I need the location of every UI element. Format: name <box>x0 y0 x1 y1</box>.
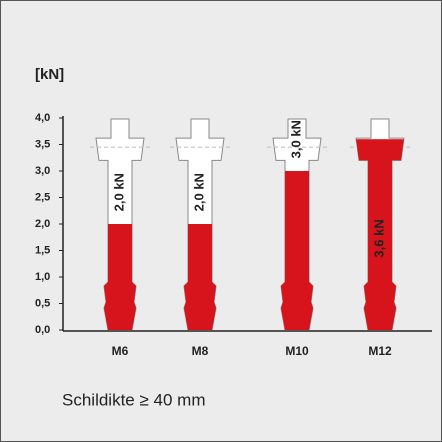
y-tick-label: 1,0 <box>35 271 50 283</box>
y-tick-label: 1,5 <box>35 244 50 256</box>
y-tick-label: 2,5 <box>35 191 50 203</box>
chart-title: [kN] <box>35 66 64 83</box>
value-label: 3,0 kN <box>288 120 303 158</box>
value-label: 2,0 kN <box>191 173 206 211</box>
x-tick-label: M12 <box>368 344 392 358</box>
y-tick-label: 0,0 <box>35 324 50 336</box>
y-tick-label: 2,0 <box>35 218 50 230</box>
x-tick-label: M10 <box>285 344 309 358</box>
y-tick-label: 0,5 <box>35 297 50 309</box>
value-label: 2,0 kN <box>111 173 126 211</box>
y-tick-label: 3,5 <box>35 138 50 150</box>
x-tick-label: M8 <box>192 344 209 358</box>
footnote: Schildikte ≥ 40 mm <box>62 390 206 409</box>
y-tick-label: 4,0 <box>35 112 50 124</box>
value-label: 3,6 kN <box>371 219 386 257</box>
y-tick-label: 3,0 <box>35 165 50 177</box>
x-tick-label: M6 <box>112 344 129 358</box>
